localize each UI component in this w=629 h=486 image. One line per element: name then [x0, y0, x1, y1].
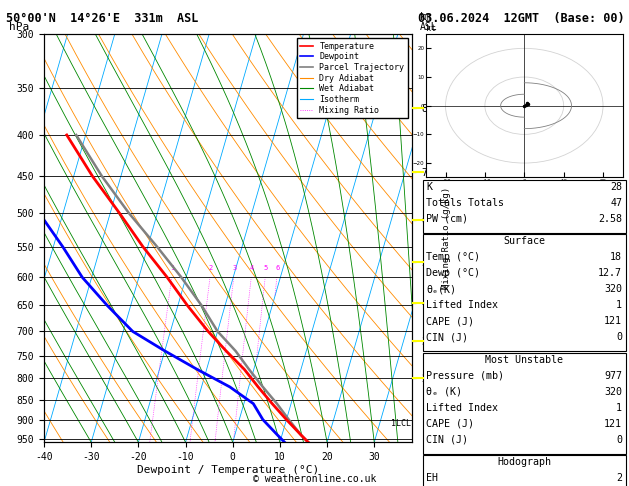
Text: θₑ (K): θₑ (K): [426, 387, 462, 397]
Text: hPa: hPa: [9, 21, 30, 32]
Text: 4: 4: [250, 265, 254, 271]
Text: Dewp (°C): Dewp (°C): [426, 268, 481, 278]
Text: CIN (J): CIN (J): [426, 435, 469, 445]
Text: 1LCL: 1LCL: [391, 419, 411, 428]
Text: 2: 2: [209, 265, 213, 271]
Text: CAPE (J): CAPE (J): [426, 419, 474, 429]
Text: Lifted Index: Lifted Index: [426, 300, 498, 311]
Text: Lifted Index: Lifted Index: [426, 403, 498, 413]
Text: 12.7: 12.7: [598, 268, 622, 278]
Text: K: K: [426, 182, 433, 192]
Text: 977: 977: [604, 371, 622, 381]
Text: 0: 0: [616, 332, 622, 343]
Text: 320: 320: [604, 387, 622, 397]
Text: 2.58: 2.58: [598, 214, 622, 224]
Text: 5: 5: [264, 265, 268, 271]
Text: Totals Totals: Totals Totals: [426, 198, 504, 208]
Text: CAPE (J): CAPE (J): [426, 316, 474, 327]
Text: Most Unstable: Most Unstable: [485, 355, 564, 365]
Legend: Temperature, Dewpoint, Parcel Trajectory, Dry Adiabat, Wet Adiabat, Isotherm, Mi: Temperature, Dewpoint, Parcel Trajectory…: [297, 38, 408, 118]
Text: 03.06.2024  12GMT  (Base: 00): 03.06.2024 12GMT (Base: 00): [418, 12, 625, 25]
Text: © weatheronline.co.uk: © weatheronline.co.uk: [253, 473, 376, 484]
Text: 28: 28: [610, 182, 622, 192]
Text: 2: 2: [616, 473, 622, 484]
Text: Pressure (mb): Pressure (mb): [426, 371, 504, 381]
Text: 1: 1: [170, 265, 175, 271]
Text: 47: 47: [610, 198, 622, 208]
Text: Surface: Surface: [503, 236, 545, 246]
Text: 1: 1: [616, 403, 622, 413]
Text: 320: 320: [604, 284, 622, 295]
Text: kt: kt: [426, 24, 436, 33]
Text: Mixing Ratio (g/kg): Mixing Ratio (g/kg): [442, 187, 451, 289]
X-axis label: Dewpoint / Temperature (°C): Dewpoint / Temperature (°C): [137, 465, 319, 475]
Text: 0: 0: [616, 435, 622, 445]
Text: 121: 121: [604, 316, 622, 327]
Text: EH: EH: [426, 473, 438, 484]
Text: 121: 121: [604, 419, 622, 429]
Text: CIN (J): CIN (J): [426, 332, 469, 343]
Text: Temp (°C): Temp (°C): [426, 252, 481, 262]
Text: 50°00'N  14°26'E  331m  ASL: 50°00'N 14°26'E 331m ASL: [6, 12, 199, 25]
Text: PW (cm): PW (cm): [426, 214, 469, 224]
Text: 18: 18: [610, 252, 622, 262]
Text: 3: 3: [232, 265, 237, 271]
Text: 6: 6: [276, 265, 280, 271]
Text: Hodograph: Hodograph: [498, 457, 551, 468]
Text: km
ASL: km ASL: [420, 12, 437, 32]
Text: 1: 1: [616, 300, 622, 311]
Text: θₑ(K): θₑ(K): [426, 284, 457, 295]
